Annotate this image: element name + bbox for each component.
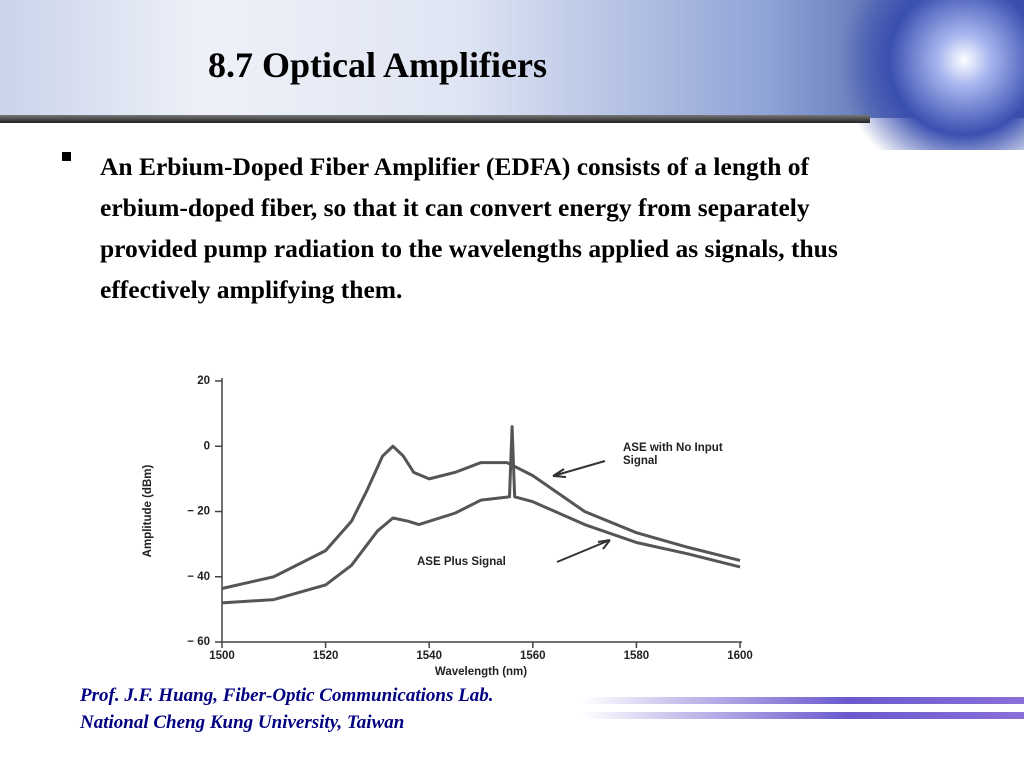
x-tick-label: 1520 (313, 650, 339, 662)
y-axis-label: Amplitude (dBm) (142, 465, 154, 558)
y-tick-label: 20 (197, 375, 210, 387)
annotation: ASE with No Input Signal (623, 442, 723, 467)
y-tick-label: − 20 (187, 506, 210, 518)
header-rule (0, 115, 870, 123)
fiber-image (824, 0, 1024, 150)
bullet-mark (62, 152, 71, 161)
bullet-text: An Erbium-Doped Fiber Amplifier (EDFA) c… (100, 152, 838, 304)
x-tick-label: 1580 (624, 650, 650, 662)
footer-text: National Cheng Kung University, Taiwan (80, 712, 405, 733)
y-tick-label: 0 (204, 440, 210, 452)
x-tick-label: 1600 (727, 650, 753, 662)
annotation: ASE Plus Signal (417, 556, 506, 568)
line (221, 444, 741, 590)
x-tick-label: 1540 (416, 650, 442, 662)
footer-stripe (580, 712, 1024, 719)
footer-text: Prof. J.F. Huang, Fiber-Optic Communicat… (80, 685, 494, 706)
x-tick-label: 1560 (520, 650, 546, 662)
y-tick-label: − 40 (187, 571, 210, 583)
arrow (556, 539, 611, 563)
slide-title: 8.7 Optical Amplifiers (208, 45, 547, 85)
y-tick-label: − 60 (187, 636, 210, 648)
footer-stripe (580, 697, 1024, 704)
line (221, 425, 741, 605)
chart: Amplitude (dBm) Wavelength (nm) − 60 − 40… (142, 375, 753, 678)
x-tick-label: 1500 (209, 650, 235, 662)
arrow (552, 460, 606, 478)
x-axis-label: Wavelength (nm) (435, 666, 527, 678)
